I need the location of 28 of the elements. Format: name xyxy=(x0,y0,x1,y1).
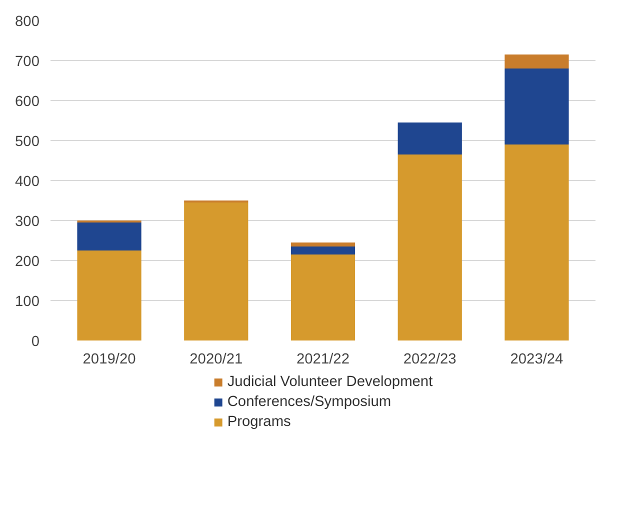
y-tick-label: 700 xyxy=(15,54,40,70)
legend-label: Conferences/Symposium xyxy=(227,394,392,410)
y-tick-label: 500 xyxy=(15,134,40,150)
x-tick-label: 2022/23 xyxy=(403,352,456,368)
x-tick-label: 2023/24 xyxy=(510,352,564,368)
y-tick-label: 0 xyxy=(31,334,40,350)
bar xyxy=(290,254,356,340)
y-tick-label: 600 xyxy=(15,94,40,110)
bar xyxy=(398,122,462,154)
bar xyxy=(398,154,462,340)
bar xyxy=(504,54,569,68)
x-tick-label: 2019/20 xyxy=(82,352,136,368)
legend-label: Judicial Volunteer Development xyxy=(227,374,433,390)
y-tick-label: 400 xyxy=(15,174,40,190)
bar xyxy=(77,222,142,250)
bar xyxy=(504,144,569,340)
y-tick-label: 300 xyxy=(15,214,40,230)
bar xyxy=(290,242,356,246)
x-tick-label: 2021/22 xyxy=(296,352,350,368)
y-tick-label: 200 xyxy=(15,254,40,270)
bar xyxy=(184,202,248,340)
y-tick-label: 800 xyxy=(15,14,40,30)
bar xyxy=(77,250,142,340)
bar xyxy=(504,68,569,144)
x-tick-label: 2020/21 xyxy=(190,352,243,368)
legend-label: Programs xyxy=(227,414,291,430)
y-tick-label: 100 xyxy=(15,294,40,310)
bar xyxy=(290,246,356,254)
